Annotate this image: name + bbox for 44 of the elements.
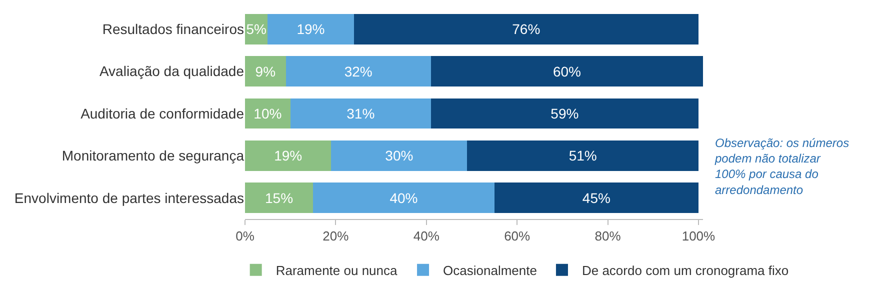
x-tick-label: 40% [413, 228, 440, 244]
bar [268, 14, 354, 44]
bar [467, 140, 698, 171]
text: Observação: os números podem não totalizar 100% por causa do arredondamento [714, 136, 850, 197]
bar [245, 98, 290, 129]
x-tick-label: 0% [236, 228, 255, 244]
data-label: 15% [264, 190, 294, 206]
bar [430, 56, 703, 86]
bar [331, 140, 468, 171]
data-label: 51% [568, 148, 597, 164]
data-label: 30% [385, 148, 414, 164]
legend-label: De acordo com um cronograma fixo [582, 262, 789, 278]
bar [245, 140, 332, 171]
data-label: 60% [552, 63, 581, 80]
data-label: 59% [550, 106, 579, 122]
legend-label: Raramente ou nunca [276, 262, 398, 278]
bar [430, 98, 698, 129]
data-label: 19% [274, 148, 302, 164]
data-label: 32% [344, 63, 372, 80]
y-tick-label: Avaliação da qualidade [99, 63, 244, 80]
bar [313, 182, 494, 214]
y-tick-label: Monitoramento de segurança [62, 148, 244, 164]
data-label: 31% [346, 106, 375, 122]
bar [286, 56, 431, 86]
bar [494, 182, 698, 214]
y-tick-label: Resultados financeiros [102, 21, 244, 37]
x-tick-label: 100% [682, 228, 716, 244]
data-label: 5% [246, 21, 266, 38]
x-tick-label: 20% [322, 228, 350, 244]
bar [290, 98, 431, 129]
data-label: 10% [254, 106, 282, 122]
data-label: 76% [512, 21, 540, 38]
data-label: 19% [296, 21, 325, 38]
x-tick-label: 60% [504, 228, 531, 244]
y-tick-label: Auditoria de conformidade [80, 105, 244, 122]
data-label: 9% [255, 63, 276, 80]
bar [245, 56, 286, 86]
y-tick-label: Envolvimento de partes interessadas [14, 190, 244, 206]
data-label: 45% [582, 190, 610, 206]
bar [245, 182, 314, 214]
bar [354, 14, 698, 44]
data-label: 40% [390, 190, 418, 206]
legend-label: Ocasionalmente [443, 262, 537, 278]
x-tick-label: 80% [594, 228, 622, 244]
